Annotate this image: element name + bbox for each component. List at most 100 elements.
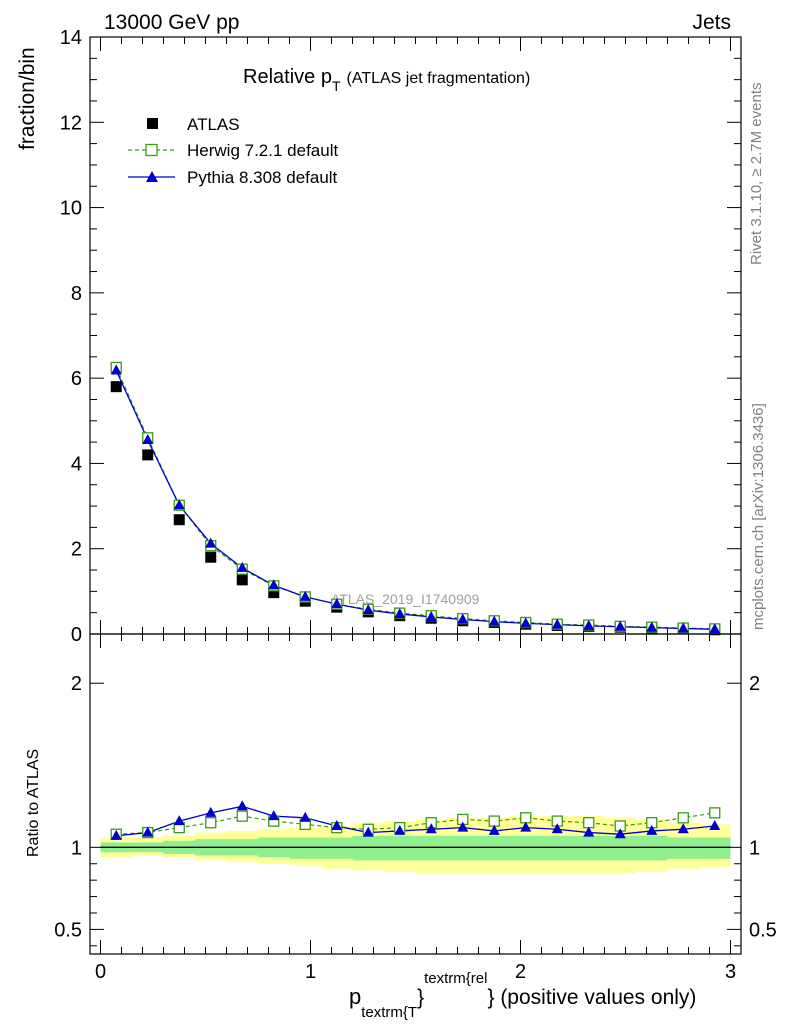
pythia-ratio-point: [142, 826, 154, 837]
pythia-point: [173, 499, 185, 510]
pythia-ratio-point: [110, 829, 122, 840]
ratio-ytick-label: 0.5: [54, 919, 82, 941]
main-ytick-label: 2: [71, 539, 82, 561]
uncertainty-band-inner: [321, 837, 353, 859]
ratio-ytick-label: 1: [71, 837, 82, 859]
ratio-ylabel: Ratio to ATLAS: [25, 749, 42, 857]
legend-pythia-marker: [146, 171, 158, 182]
pythia-ratio-point: [583, 826, 595, 837]
pythia-point: [551, 618, 563, 629]
atlas-point: [142, 449, 154, 461]
atlas-point: [205, 551, 217, 563]
legend-atlas-marker: [147, 118, 158, 129]
ratio-ytick-label: 2: [71, 673, 82, 695]
ratio-frame: [89, 633, 742, 955]
herwig-line: [115, 367, 715, 630]
pythia-point: [299, 590, 311, 601]
pythia-point: [488, 615, 500, 626]
main-ytick-label: 0: [71, 624, 82, 646]
atlas-point: [110, 381, 122, 393]
pythia-ratio-point: [457, 821, 469, 832]
pythia-point: [425, 610, 437, 621]
uncertainty-band-inner: [510, 835, 542, 861]
legend-pythia-label: Pythia 8.308 default: [187, 168, 338, 187]
pythia-ratio-point: [205, 806, 217, 817]
legend-herwig-label: Herwig 7.2.1 default: [187, 141, 338, 160]
pythia-ratio-point: [488, 824, 500, 835]
uncertainty-band-inner: [352, 835, 384, 861]
atlas-point: [173, 514, 185, 526]
pythia-ratio-point: [236, 800, 248, 811]
pythia-point: [614, 620, 626, 631]
uncertainty-band-inner: [604, 835, 636, 861]
rivet-label: Rivet 3.1.10, ≥ 2.7M events: [748, 83, 765, 266]
pythia-point: [520, 617, 532, 628]
pythia-ratio-point: [677, 823, 689, 834]
plot-title: Relative pT (ATLAS jet fragmentation): [243, 66, 530, 94]
ratio-ytick-label-right: 1: [749, 837, 760, 859]
legend: ATLAS Herwig 7.2.1 default Pythia 8.308 …: [128, 115, 338, 187]
main-ytick-label: 14: [60, 27, 82, 49]
atlas-point: [236, 574, 248, 586]
pythia-point: [457, 613, 469, 624]
mcplots-label: mcplots.cern.ch [arXiv:1306.3436]: [750, 403, 767, 630]
pythia-point: [709, 623, 721, 634]
xtick-label: 3: [725, 961, 736, 983]
herwig-ratio-point: [205, 817, 217, 829]
pythia-ratio-point: [425, 823, 437, 834]
pythia-point: [362, 604, 374, 615]
header-left: 13000 GeV pp: [104, 11, 239, 34]
xlabel: ptextrm{T}textrm{rel} (positive values o…: [349, 970, 696, 1021]
pythia-ratio-point: [709, 820, 721, 830]
main-ytick-label: 4: [71, 453, 82, 475]
pythia-ratio-point: [551, 823, 563, 834]
pythia-point: [394, 607, 406, 618]
uncertainty-band-inner: [699, 837, 731, 859]
main-ytick-label: 6: [71, 368, 82, 390]
legend-herwig-marker: [145, 143, 158, 157]
pythia-ratio-point: [614, 828, 626, 839]
atlas-point: [268, 587, 280, 599]
main-panel: 0 2 4 6 8 10 12 14: [60, 27, 742, 646]
herwig-ratio-point: [488, 815, 500, 827]
pythia-ratio-point: [362, 826, 374, 837]
pythia-point: [677, 622, 689, 633]
ratio-ytick-label-right: 0.5: [749, 919, 777, 941]
herwig-ratio-point: [677, 812, 689, 824]
uncertainty-band-inner: [541, 835, 573, 861]
pythia-point: [646, 621, 658, 632]
xtick-label: 2: [515, 961, 526, 983]
pythia-point: [583, 619, 595, 630]
uncertainty-band-inner: [384, 835, 416, 861]
uncertainty-band-inner: [636, 835, 668, 861]
analysis-watermark: ATLAS_2019_I1740909: [331, 591, 480, 607]
herwig-ratio-point: [709, 807, 721, 819]
xtick-label: 1: [305, 961, 316, 983]
ratio-panel: 0.5 0.5 1 1 2 2 0 1 2 3: [54, 633, 777, 983]
uncertainty-band-inner: [415, 835, 447, 861]
herwig-ratio-point: [583, 817, 595, 829]
pythia-point: [205, 537, 217, 548]
pythia-ratio-point: [173, 815, 185, 826]
uncertainty-band-inner: [573, 835, 605, 861]
uncertainty-band-inner: [478, 835, 510, 861]
pythia-ratio-point: [646, 824, 658, 835]
main-ytick-label: 10: [60, 198, 82, 220]
pythia-ratio-point: [331, 820, 343, 830]
pythia-ratio-point: [299, 811, 311, 822]
main-ytick-label: 12: [60, 112, 82, 134]
pythia-ratio-point: [520, 821, 532, 832]
main-ytick-label: 8: [71, 283, 82, 305]
uncertainty-band-inner: [289, 837, 321, 859]
uncertainty-band-inner: [447, 835, 479, 861]
pythia-ratio-line: [116, 805, 715, 837]
herwig-ratio-point: [520, 812, 532, 824]
main-ylabel: fraction/bin: [16, 47, 39, 150]
pythia-point: [268, 579, 280, 590]
herwig-ratio-point: [236, 810, 248, 822]
uncertainty-band-inner: [667, 837, 699, 859]
pythia-point: [142, 433, 154, 444]
pythia-point: [236, 561, 248, 572]
xtick-label: 0: [95, 961, 106, 983]
